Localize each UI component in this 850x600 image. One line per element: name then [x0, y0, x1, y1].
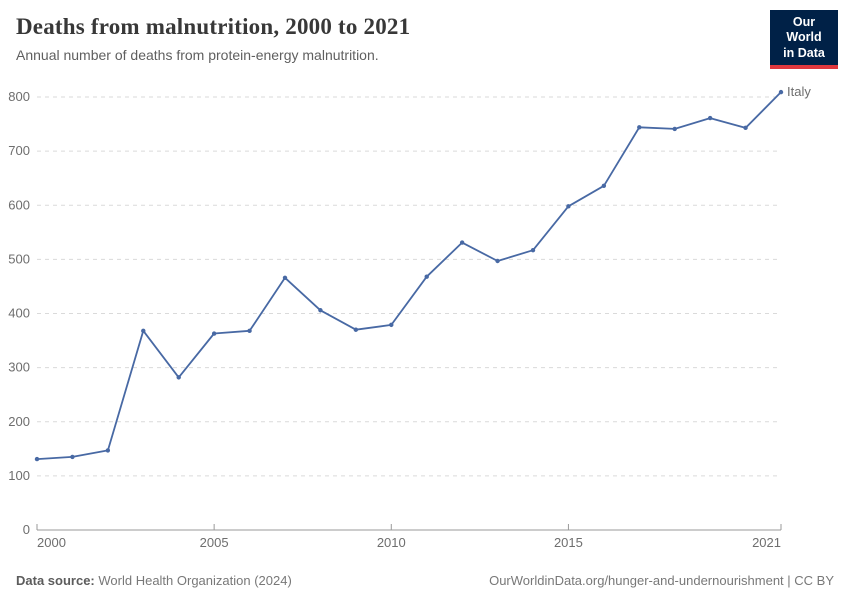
y-tick-label: 800 [8, 89, 30, 104]
series-point[interactable] [176, 375, 181, 380]
series-point[interactable] [318, 308, 323, 313]
owid-logo[interactable]: Our World in Data [770, 10, 838, 69]
series-point[interactable] [637, 125, 642, 130]
series-point[interactable] [389, 322, 394, 328]
y-tick-label: 500 [8, 251, 30, 266]
series-point[interactable] [353, 327, 359, 332]
series-point[interactable] [495, 258, 500, 264]
x-tick-label: 2010 [377, 535, 406, 550]
series-point[interactable] [530, 247, 536, 253]
y-tick-label: 100 [8, 468, 30, 483]
series-point[interactable] [459, 240, 465, 245]
y-tick-label: 600 [8, 197, 30, 212]
y-tick-label: 400 [8, 306, 30, 321]
data-source-value: World Health Organization (2024) [98, 573, 292, 588]
x-tick-label: 2005 [200, 535, 229, 550]
y-tick-label: 300 [8, 360, 30, 375]
y-tick-label: 200 [8, 414, 30, 429]
x-tick-label: 2015 [554, 535, 583, 550]
chart-footer: Data source: World Health Organization (… [0, 573, 850, 588]
series-point[interactable] [601, 183, 607, 188]
line-chart[interactable]: 0 100 200 300 400 500 600 700 800 2000 2005 2010 201… [0, 80, 850, 560]
attribution-link[interactable]: OurWorldinData.org/hunger-and-undernouri… [489, 573, 834, 588]
plot-area: 0 100 200 300 400 500 600 700 800 2000 2005 2010 201… [0, 80, 850, 560]
series-point[interactable] [34, 456, 40, 462]
series-point[interactable] [141, 328, 146, 334]
chart-header: Deaths from malnutrition, 2000 to 2021 A… [0, 0, 850, 80]
y-tick-label: 700 [8, 143, 30, 158]
series-line-italy[interactable] [36, 91, 782, 461]
series-point[interactable] [672, 126, 677, 132]
owid-logo-line1: Our World [786, 15, 822, 45]
series-point[interactable] [424, 274, 429, 279]
series-point[interactable] [105, 448, 111, 453]
data-source-label: Data source: [16, 573, 95, 588]
data-source: Data source: World Health Organization (… [16, 573, 292, 588]
page-title: Deaths from malnutrition, 2000 to 2021 [16, 14, 411, 39]
chart-subtitle: Annual number of deaths from protein-ene… [16, 47, 379, 63]
series-label-italy[interactable]: Italy [787, 84, 811, 99]
series-point[interactable] [778, 89, 784, 95]
series-point[interactable] [707, 115, 713, 121]
series-point[interactable] [743, 125, 748, 131]
series-point[interactable] [566, 204, 571, 209]
x-tick-label: 2021 [752, 535, 781, 550]
series-point[interactable] [70, 454, 75, 460]
x-tick-label: 2000 [37, 535, 66, 550]
series-point[interactable] [247, 328, 252, 334]
owid-logo-line2: in Data [783, 45, 825, 60]
series-point[interactable] [282, 275, 288, 280]
series-point[interactable] [211, 331, 217, 336]
y-tick-label: 0 [23, 522, 30, 537]
